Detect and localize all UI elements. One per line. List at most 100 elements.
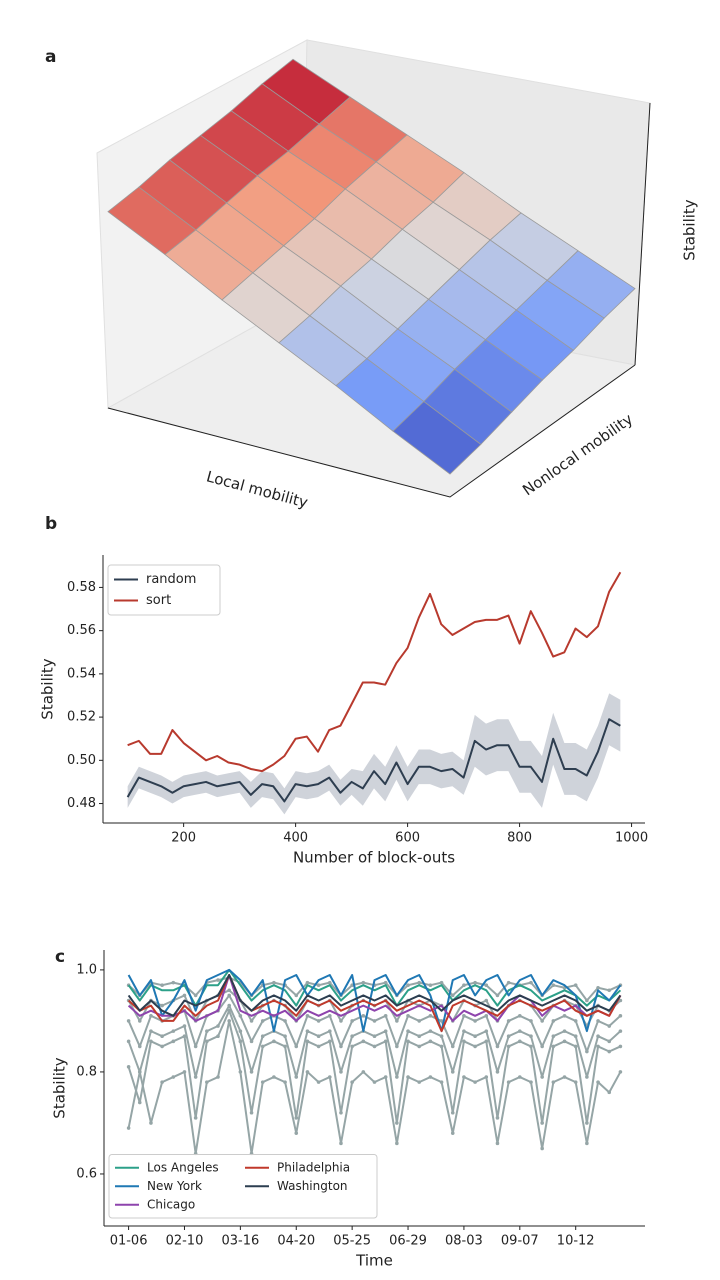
x-tick-label: 02-10 <box>166 1234 204 1249</box>
point-marker <box>260 1044 265 1049</box>
y-tick-label: 0.58 <box>67 580 96 595</box>
point-marker <box>573 1080 578 1084</box>
point-marker <box>205 1039 209 1044</box>
point-marker <box>395 1141 399 1146</box>
point-marker <box>585 1049 589 1054</box>
point-marker <box>171 980 176 985</box>
point-marker <box>450 1110 455 1115</box>
point-marker <box>562 1029 567 1033</box>
point-marker <box>272 1039 276 1044</box>
point-marker <box>160 1003 164 1008</box>
point-marker <box>227 1008 231 1013</box>
point-marker <box>137 1100 142 1105</box>
x-tick-label: 400 <box>283 831 308 846</box>
point-marker <box>160 1080 164 1084</box>
point-marker <box>495 1070 500 1074</box>
point-marker <box>473 1080 477 1084</box>
point-marker <box>428 1014 433 1018</box>
point-marker <box>506 1034 511 1039</box>
surface-patch <box>392 400 482 475</box>
point-marker <box>529 1044 533 1049</box>
point-marker <box>383 1014 388 1018</box>
point-marker <box>562 1014 567 1018</box>
y-tick-label: 0.48 <box>67 796 96 811</box>
point-marker <box>573 983 578 988</box>
series-line <box>126 718 621 803</box>
point-marker <box>596 1080 600 1084</box>
y-tick-label: 0.52 <box>67 710 96 725</box>
point-marker <box>238 1014 243 1018</box>
point-marker <box>149 1039 153 1044</box>
point-marker <box>205 1080 209 1084</box>
panel-label: b <box>45 514 57 534</box>
point-marker <box>350 1044 354 1049</box>
point-marker <box>395 1121 399 1125</box>
point-marker <box>450 1070 455 1074</box>
point-marker <box>607 1049 612 1054</box>
x-tick-label: 05-25 <box>333 1234 371 1249</box>
point-marker <box>327 1039 332 1044</box>
point-marker <box>484 1075 489 1079</box>
point-marker <box>406 1075 410 1079</box>
y-tick-label: 0.50 <box>67 753 96 768</box>
panel-label: a <box>45 47 56 67</box>
point-marker <box>294 1044 299 1049</box>
point-marker <box>327 1029 332 1033</box>
point-marker <box>227 1003 231 1008</box>
point-marker <box>518 1039 522 1044</box>
point-marker <box>551 1044 556 1049</box>
legend-box <box>107 564 221 616</box>
point-marker <box>462 1075 466 1079</box>
point-marker <box>350 1019 354 1023</box>
point-marker <box>395 1044 399 1049</box>
point-marker <box>573 1019 578 1023</box>
y-tick-label: 1.0 <box>76 962 97 977</box>
point-marker <box>160 983 164 988</box>
point-marker <box>484 1014 489 1018</box>
point-marker <box>193 993 198 998</box>
legend-label: Washington <box>277 1179 348 1193</box>
point-marker <box>305 1014 310 1018</box>
point-marker <box>540 1019 544 1023</box>
point-marker <box>439 980 444 985</box>
point-marker <box>316 1034 321 1039</box>
point-marker <box>540 1075 544 1079</box>
point-marker <box>540 1121 544 1125</box>
point-marker <box>193 1075 198 1079</box>
point-marker <box>439 1044 444 1049</box>
point-marker <box>361 1070 366 1074</box>
point-marker <box>417 1044 422 1049</box>
x-tick-label: 800 <box>507 831 532 846</box>
point-marker <box>126 1126 131 1130</box>
point-marker <box>294 1075 299 1079</box>
point-marker <box>238 1070 243 1074</box>
y-axis-label: Stability <box>39 658 57 720</box>
point-marker <box>518 1014 522 1018</box>
point-marker <box>283 1019 287 1023</box>
point-marker <box>439 1080 444 1084</box>
legend-label: Philadelphia <box>277 1160 350 1174</box>
point-marker <box>439 1034 444 1039</box>
point-marker <box>406 1039 410 1044</box>
point-marker <box>495 1141 500 1146</box>
x-tick-label: 1000 <box>615 831 648 846</box>
point-marker <box>506 1044 511 1049</box>
panel-label: c <box>55 947 65 967</box>
point-marker <box>462 1039 466 1044</box>
point-marker <box>216 1075 220 1079</box>
point-marker <box>406 1014 410 1018</box>
point-marker <box>383 1075 388 1079</box>
point-marker <box>238 1029 243 1033</box>
x-tick-label: 08-03 <box>445 1234 483 1249</box>
point-marker <box>607 1090 612 1095</box>
point-marker <box>316 1044 321 1049</box>
point-marker <box>361 1014 366 1018</box>
point-marker <box>193 1116 198 1120</box>
point-marker <box>551 1019 556 1023</box>
series-line <box>127 571 622 773</box>
point-marker <box>484 983 489 988</box>
point-marker <box>193 1044 198 1049</box>
point-marker <box>160 1044 164 1049</box>
point-marker <box>607 1039 612 1044</box>
